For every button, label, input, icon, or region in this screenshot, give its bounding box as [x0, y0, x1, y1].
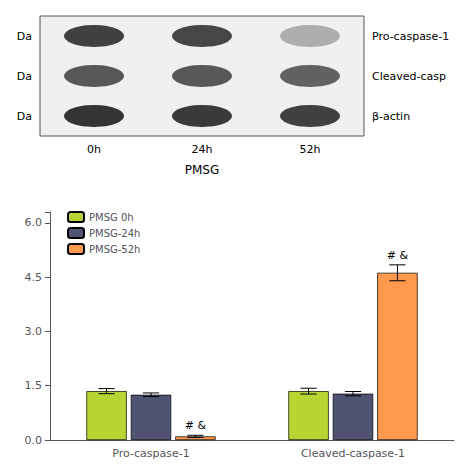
svg-text:Cleaved-caspase-1: Cleaved-caspase-1 [301, 447, 405, 460]
svg-text:Pro-caspase-1: Pro-caspase-1 [372, 30, 449, 43]
svg-text:PMSG-52h: PMSG-52h [89, 244, 140, 255]
svg-text:6.0: 6.0 [25, 216, 43, 229]
svg-text:Pro-caspase-1: Pro-caspase-1 [112, 447, 189, 460]
svg-text:52h: 52h [300, 143, 321, 156]
svg-text:PMSG 0h: PMSG 0h [89, 212, 134, 223]
svg-text:3.0: 3.0 [25, 325, 43, 338]
svg-text:0.0: 0.0 [25, 434, 43, 447]
svg-text:0h: 0h [87, 143, 101, 156]
svg-text:β-actin: β-actin [372, 110, 410, 123]
svg-text:# &: # & [387, 249, 409, 262]
svg-text:Da: Da [17, 70, 32, 83]
svg-text:4.5: 4.5 [25, 271, 43, 284]
svg-text:PMSG: PMSG [185, 163, 220, 177]
svg-text:1.5: 1.5 [25, 379, 43, 392]
svg-text:Cleaved-casp: Cleaved-casp [372, 70, 446, 83]
svg-text:# &: # & [185, 419, 207, 432]
svg-text:24h: 24h [192, 143, 213, 156]
svg-text:Da: Da [17, 30, 32, 43]
svg-text:Da: Da [17, 110, 32, 123]
svg-text:PMSG-24h: PMSG-24h [89, 228, 140, 239]
